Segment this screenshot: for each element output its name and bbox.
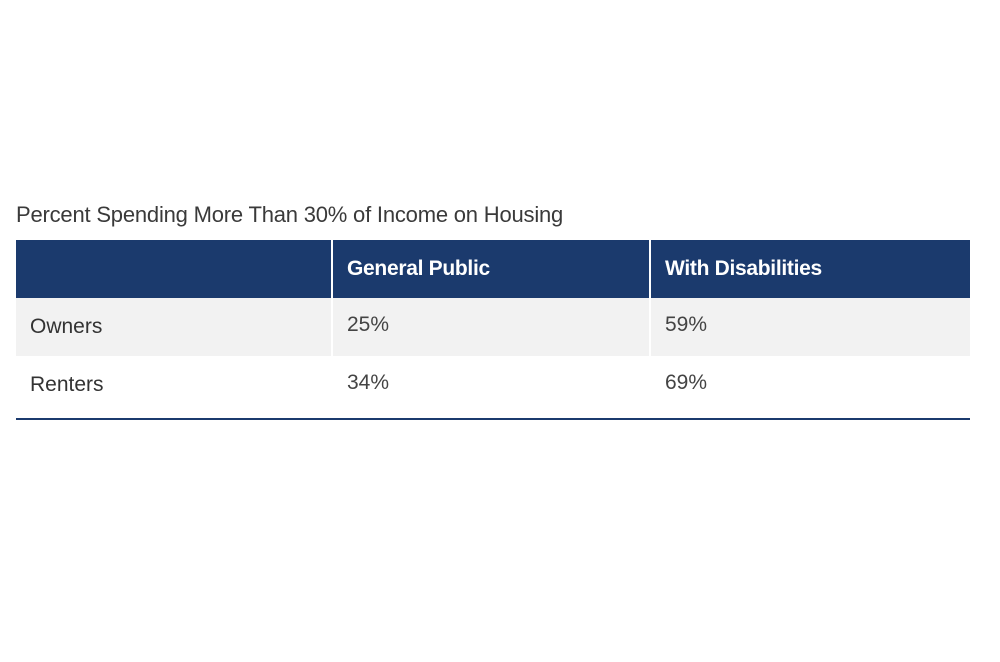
cell-owners-with-disabilities: 59% <box>651 298 970 356</box>
row-label-owners: Owners <box>16 298 333 356</box>
cell-owners-general-public: 25% <box>333 298 651 356</box>
data-table: General Public With Disabilities Owners … <box>16 240 970 420</box>
table-row-renters: Renters 34% 69% <box>16 356 970 418</box>
table-title: Percent Spending More Than 30% of Income… <box>16 202 564 227</box>
row-label-renters: Renters <box>16 356 333 418</box>
cell-renters-general-public: 34% <box>333 356 651 418</box>
cell-renters-with-disabilities: 69% <box>665 371 708 394</box>
header-cell-general-public: General Public <box>333 240 651 298</box>
header-row: General Public With Disabilities <box>16 240 970 298</box>
header-cell-with-disabilities: With Disabilities <box>651 240 970 298</box>
header-cell-empty <box>16 240 333 298</box>
table-row-owners: Owners 25% 59% <box>16 298 970 356</box>
